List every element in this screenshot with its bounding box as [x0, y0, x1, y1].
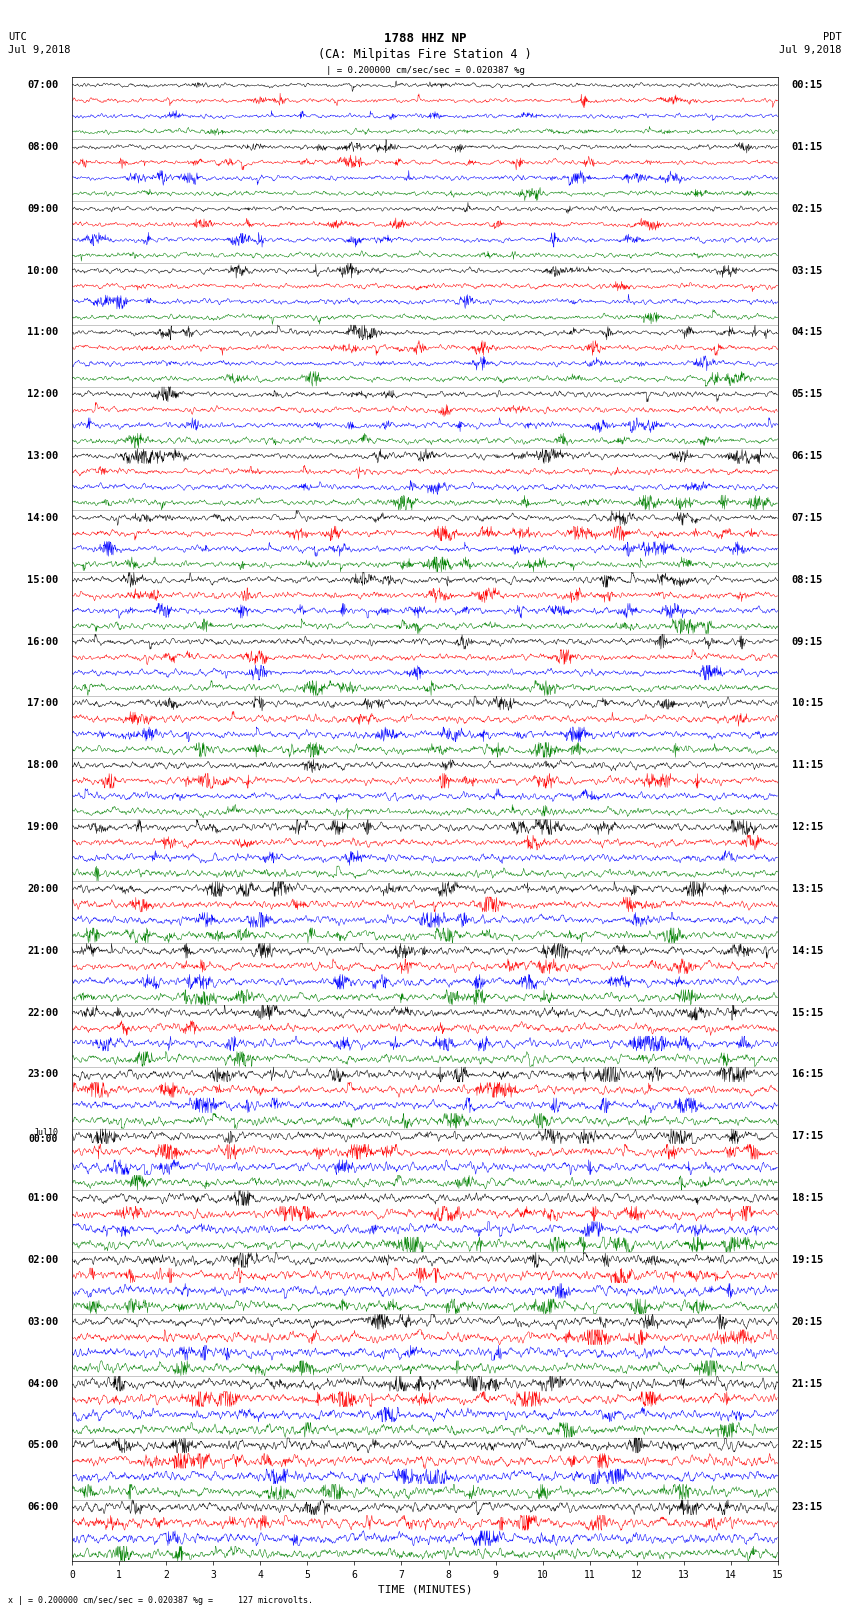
Text: 12:00: 12:00	[27, 389, 58, 400]
Text: 06:00: 06:00	[27, 1502, 58, 1513]
Text: 21:00: 21:00	[27, 945, 58, 957]
Text: 01:00: 01:00	[27, 1194, 58, 1203]
Text: Jul 9,2018: Jul 9,2018	[8, 45, 71, 55]
Text: 06:15: 06:15	[792, 452, 823, 461]
Text: 18:15: 18:15	[792, 1194, 823, 1203]
Text: 03:15: 03:15	[792, 266, 823, 276]
Text: 08:00: 08:00	[27, 142, 58, 152]
Text: 17:15: 17:15	[792, 1131, 823, 1142]
Text: 15:00: 15:00	[27, 574, 58, 586]
Text: 00:00: 00:00	[29, 1134, 58, 1144]
Text: 01:15: 01:15	[792, 142, 823, 152]
Text: 20:15: 20:15	[792, 1316, 823, 1327]
Text: 11:15: 11:15	[792, 760, 823, 771]
Text: 18:00: 18:00	[27, 760, 58, 771]
Text: 02:15: 02:15	[792, 203, 823, 215]
Text: 09:15: 09:15	[792, 637, 823, 647]
Text: x | = 0.200000 cm/sec/sec = 0.020387 %g =     127 microvolts.: x | = 0.200000 cm/sec/sec = 0.020387 %g …	[8, 1595, 314, 1605]
Text: (CA: Milpitas Fire Station 4 ): (CA: Milpitas Fire Station 4 )	[318, 48, 532, 61]
Text: 23:15: 23:15	[792, 1502, 823, 1513]
Text: 16:15: 16:15	[792, 1069, 823, 1079]
Text: 07:00: 07:00	[27, 81, 58, 90]
Text: 22:15: 22:15	[792, 1440, 823, 1450]
Text: Jul10: Jul10	[33, 1127, 58, 1137]
Text: 16:00: 16:00	[27, 637, 58, 647]
Text: 13:00: 13:00	[27, 452, 58, 461]
Text: 03:00: 03:00	[27, 1316, 58, 1327]
Text: UTC: UTC	[8, 32, 27, 42]
Text: 11:00: 11:00	[27, 327, 58, 337]
Text: 21:15: 21:15	[792, 1379, 823, 1389]
Text: 04:15: 04:15	[792, 327, 823, 337]
Text: 15:15: 15:15	[792, 1008, 823, 1018]
Text: 10:00: 10:00	[27, 266, 58, 276]
Text: 02:00: 02:00	[27, 1255, 58, 1265]
Text: 08:15: 08:15	[792, 574, 823, 586]
Text: 04:00: 04:00	[27, 1379, 58, 1389]
Text: 23:00: 23:00	[27, 1069, 58, 1079]
Text: 19:00: 19:00	[27, 823, 58, 832]
Text: 09:00: 09:00	[27, 203, 58, 215]
Text: 05:15: 05:15	[792, 389, 823, 400]
Text: 10:15: 10:15	[792, 698, 823, 708]
Text: 20:00: 20:00	[27, 884, 58, 894]
Text: 17:00: 17:00	[27, 698, 58, 708]
Text: 12:15: 12:15	[792, 823, 823, 832]
Text: 14:00: 14:00	[27, 513, 58, 523]
Text: Jul 9,2018: Jul 9,2018	[779, 45, 842, 55]
X-axis label: TIME (MINUTES): TIME (MINUTES)	[377, 1584, 473, 1595]
Text: 13:15: 13:15	[792, 884, 823, 894]
Text: 14:15: 14:15	[792, 945, 823, 957]
Text: 05:00: 05:00	[27, 1440, 58, 1450]
Text: | = 0.200000 cm/sec/sec = 0.020387 %g: | = 0.200000 cm/sec/sec = 0.020387 %g	[326, 66, 524, 76]
Text: 19:15: 19:15	[792, 1255, 823, 1265]
Text: PDT: PDT	[823, 32, 842, 42]
Text: 00:15: 00:15	[792, 81, 823, 90]
Text: 1788 HHZ NP: 1788 HHZ NP	[383, 32, 467, 45]
Text: 22:00: 22:00	[27, 1008, 58, 1018]
Text: 07:15: 07:15	[792, 513, 823, 523]
